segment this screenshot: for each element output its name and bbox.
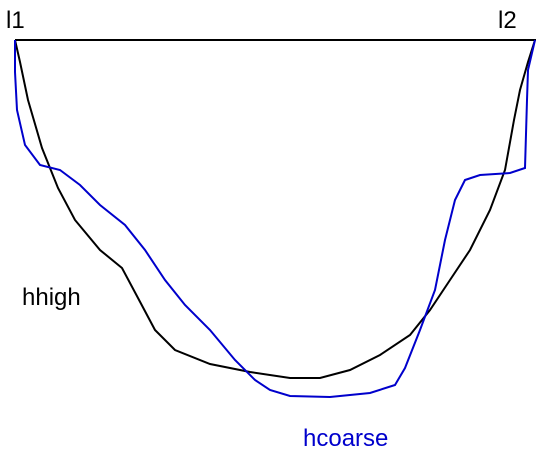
coarse-curve-label: hcoarse: [303, 425, 388, 452]
coarse-curve: [14, 39, 536, 399]
high-curve: [14, 39, 536, 379]
left-end-label: l1: [6, 7, 25, 34]
high-curve-label: hhigh: [22, 284, 81, 311]
right-end-label: l2: [498, 7, 517, 34]
